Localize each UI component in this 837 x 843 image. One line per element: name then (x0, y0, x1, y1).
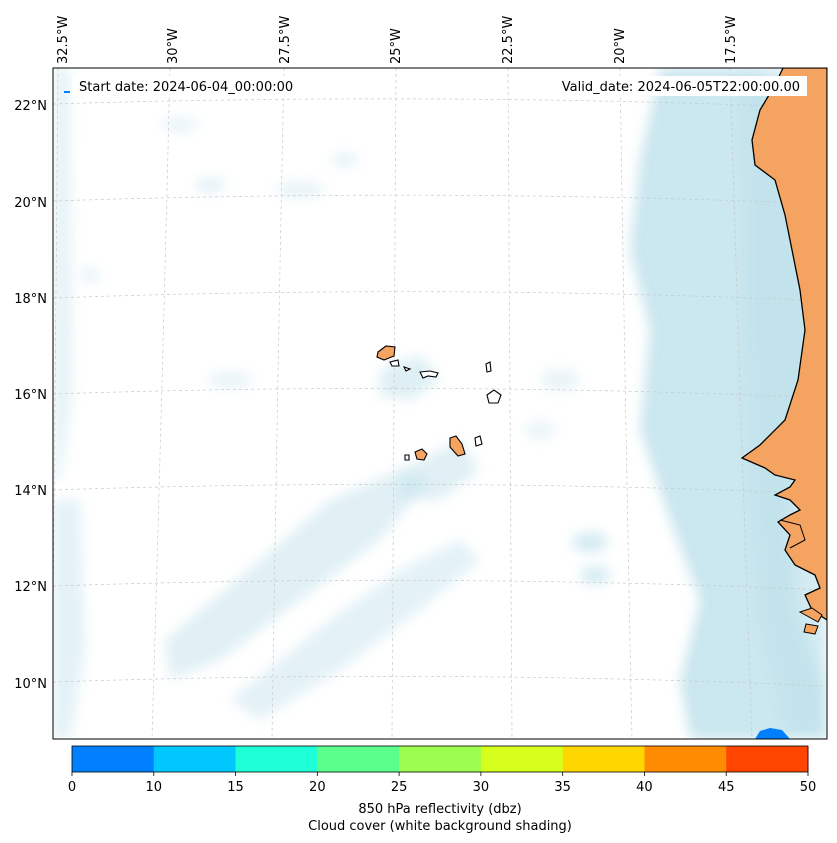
colorbar-tick-label: 10 (146, 780, 163, 795)
lon-label: 17.5°W (724, 16, 739, 64)
map-frame (52, 67, 828, 740)
lon-label: 27.5°W (278, 16, 293, 64)
lat-label: 18°N (14, 292, 47, 307)
start-date-label: Start date: 2024-06-04_00:00:00 (79, 80, 293, 95)
lat-label: 16°N (14, 388, 47, 403)
colorbar-tick-label: 30 (473, 780, 490, 795)
lat-label: 20°N (14, 196, 47, 211)
lon-label: 30°W (166, 28, 181, 64)
colorbar-tick-label: 15 (227, 780, 244, 795)
colorbar-tick-label: 25 (391, 780, 408, 795)
colorbar-tick-label: 40 (636, 780, 653, 795)
island-sal (485, 361, 492, 373)
colorbar: 0 10 15 20 25 30 35 40 45 50 850 hPa reflectivity… (68, 745, 816, 834)
colorbar-segment (480, 746, 564, 772)
longitude-labels: 32.5°W 30°W 27.5°W 25°W 22.5°W 20°W 17.5… (56, 16, 739, 64)
lat-label: 22°N (14, 99, 47, 114)
coastal-detail (779, 519, 806, 549)
colorbar-segment (562, 746, 645, 772)
colorbar-tick-label: 20 (309, 780, 326, 795)
graticule (53, 68, 827, 739)
lat-label: 12°N (14, 580, 47, 595)
guinea-islands (798, 607, 823, 635)
lon-label: 32.5°W (56, 16, 71, 64)
colorbar-segment (726, 746, 809, 772)
island-santiago (449, 435, 466, 457)
colorbar-segments (72, 746, 809, 772)
start-date-box (72, 76, 314, 96)
island-brava (404, 454, 410, 461)
island-maio (474, 435, 483, 447)
island-santa-luzia (402, 366, 412, 372)
lat-label: 14°N (14, 484, 47, 499)
cape-verde-islands (376, 345, 502, 461)
lon-label: 25°W (389, 28, 404, 64)
colorbar-tick-label: 45 (718, 780, 735, 795)
island-santo-antao (376, 345, 396, 361)
island-boa-vista (486, 389, 502, 404)
lon-label: 22.5°W (501, 16, 516, 64)
valid-date-label: Valid_date: 2024-06-05T22:00:00.00 (562, 80, 800, 95)
colorbar-segment (399, 746, 482, 772)
map-panel: Start date: 2024-06-04_00:00:00 Valid_da… (53, 68, 827, 739)
colorbar-tick-label: 0 (68, 780, 76, 795)
latitude-labels: 22°N 20°N 18°N 16°N 14°N 12°N 10°N (14, 99, 47, 692)
valid-date-box (539, 76, 807, 96)
colorbar-sublabel: Cloud cover (white background shading) (308, 819, 572, 834)
lon-label: 20°W (613, 28, 628, 64)
colorbar-segment (644, 746, 727, 772)
island-sao-nicolau (419, 370, 439, 379)
africa-mainland (740, 68, 827, 621)
lat-label: 10°N (14, 677, 47, 692)
colorbar-ticks: 0 10 15 20 25 30 35 40 45 50 (68, 772, 816, 795)
island-fogo (414, 448, 428, 461)
island-sao-vicente (389, 359, 400, 367)
colorbar-tick-label: 35 (554, 780, 571, 795)
colorbar-frame (71, 745, 809, 773)
colorbar-segment (72, 746, 155, 772)
colorbar-label: 850 hPa reflectivity (dbz) (358, 802, 521, 817)
colorbar-segment (153, 746, 237, 772)
colorbar-segment (317, 746, 400, 772)
colorbar-tick-label: 50 (800, 780, 817, 795)
colorbar-segment (235, 746, 318, 772)
reflectivity-speck (64, 91, 70, 93)
reflectivity-patch (755, 728, 790, 739)
